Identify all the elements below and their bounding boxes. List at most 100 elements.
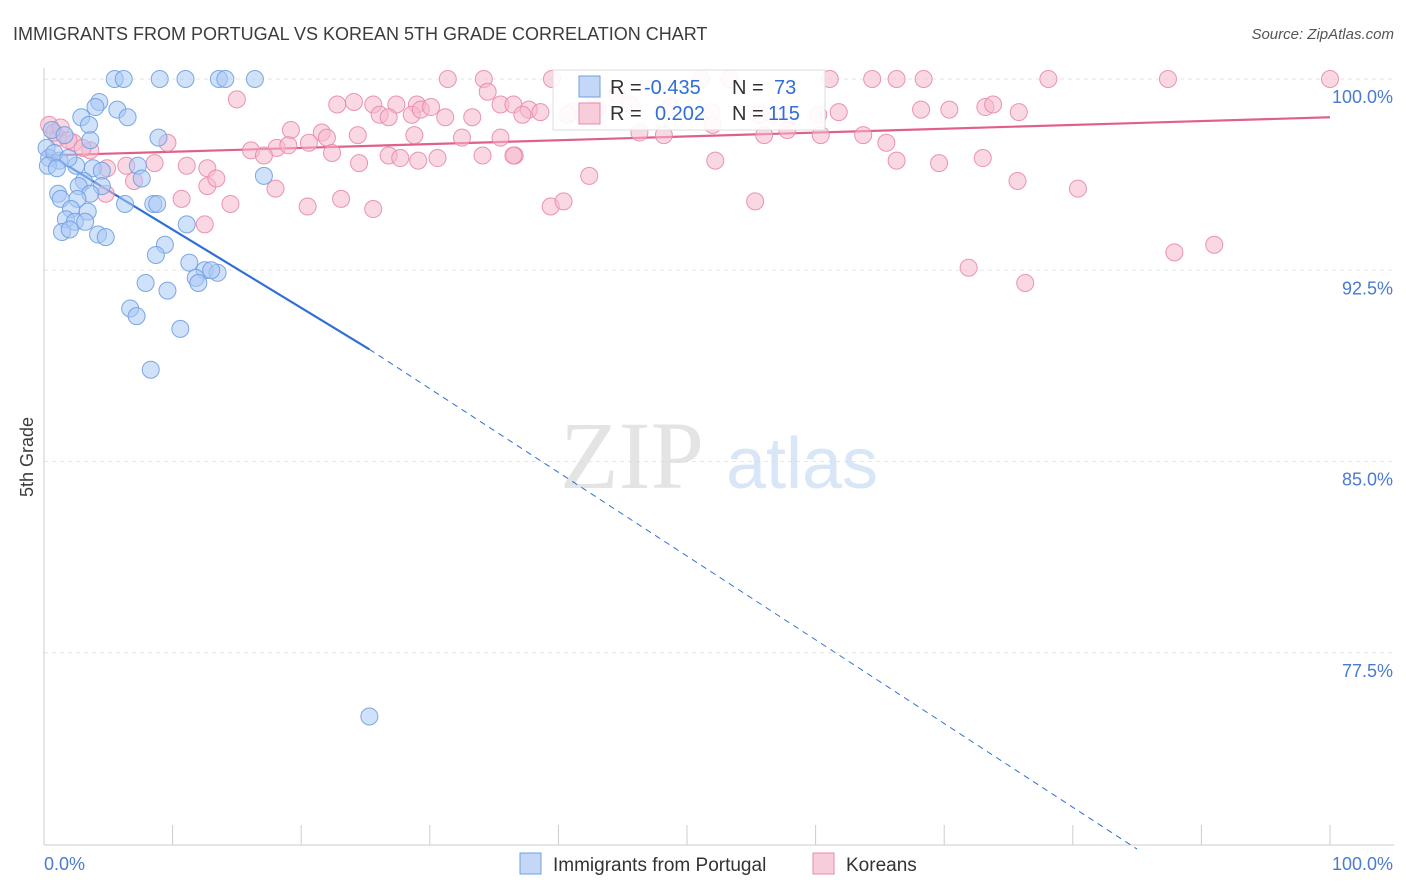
- data-point: [1165, 243, 1184, 262]
- data-point: [959, 258, 978, 277]
- data-point: [141, 360, 160, 379]
- data-point: [350, 154, 369, 173]
- legend-n-label: N =: [732, 103, 764, 125]
- legend-r-label: R =: [610, 77, 642, 99]
- data-point: [86, 98, 105, 117]
- data-point: [984, 95, 1003, 114]
- data-point: [221, 194, 240, 213]
- data-point: [227, 90, 246, 109]
- data-point: [344, 92, 363, 111]
- data-point: [1068, 179, 1087, 198]
- watermark-atlas: atlas: [726, 424, 878, 504]
- data-point: [513, 105, 532, 124]
- data-point: [438, 70, 457, 88]
- data-point: [478, 82, 497, 101]
- data-point: [1205, 235, 1224, 254]
- data-point: [132, 169, 151, 188]
- y-tick-labels: 100.0% 92.5% 85.0% 77.5%: [1332, 87, 1393, 681]
- data-point: [940, 100, 959, 119]
- data-point: [1039, 70, 1058, 88]
- data-point: [177, 215, 196, 234]
- y-tick-label: 85.0%: [1342, 470, 1393, 490]
- data-point: [973, 149, 992, 168]
- data-point: [863, 70, 882, 88]
- data-point: [328, 95, 347, 114]
- data-point: [1009, 103, 1028, 122]
- legend-swatch-blue: [578, 75, 601, 98]
- legend-swatch-portugal: [519, 852, 542, 875]
- data-point: [298, 197, 317, 216]
- data-point: [1016, 274, 1035, 292]
- data-point: [422, 98, 441, 117]
- data-point: [323, 143, 342, 162]
- data-point: [47, 159, 66, 178]
- data-point: [531, 103, 550, 122]
- data-point: [912, 100, 931, 119]
- data-point: [127, 307, 146, 326]
- data-point: [279, 136, 298, 155]
- data-point: [150, 70, 169, 88]
- legend-n-value: 73: [774, 77, 796, 99]
- data-point: [409, 151, 428, 170]
- data-point: [930, 154, 949, 173]
- data-point: [81, 131, 100, 150]
- y-tick-label: 92.5%: [1342, 278, 1393, 298]
- portugal-trend-extension: [369, 348, 1138, 850]
- legend-swatch-pink: [578, 102, 601, 125]
- data-point: [452, 128, 471, 147]
- data-point: [391, 149, 410, 168]
- data-point: [491, 128, 510, 147]
- data-point: [1008, 172, 1027, 190]
- data-point: [202, 261, 221, 280]
- data-point: [216, 70, 235, 88]
- data-point: [180, 253, 199, 272]
- data-point: [245, 70, 264, 88]
- data-point: [171, 319, 190, 338]
- legend-r-value: 0.202: [655, 103, 705, 125]
- data-point: [580, 166, 599, 185]
- data-point: [554, 192, 573, 211]
- data-point: [266, 179, 285, 198]
- data-point: [436, 108, 455, 127]
- data-point: [59, 149, 78, 168]
- data-point: [96, 228, 115, 247]
- data-point: [473, 146, 492, 165]
- legend-label-koreans: Koreans: [846, 855, 917, 876]
- legend-r-value: -0.435: [644, 77, 701, 99]
- legend-swatch-koreans: [812, 852, 835, 875]
- data-point: [332, 189, 351, 208]
- axes: [43, 68, 1394, 846]
- data-point: [55, 126, 74, 145]
- data-point: [116, 194, 135, 213]
- data-point: [80, 115, 99, 134]
- data-point: [854, 126, 873, 145]
- legend-label-portugal: Immigrants from Portugal: [553, 855, 766, 876]
- data-point: [504, 146, 523, 165]
- data-point: [379, 108, 398, 127]
- data-point: [887, 151, 906, 170]
- legend-n-label: N =: [732, 77, 764, 99]
- data-point: [76, 212, 95, 231]
- data-point: [148, 194, 167, 213]
- data-point: [149, 128, 168, 147]
- data-point: [348, 126, 367, 145]
- data-point: [281, 121, 300, 139]
- series-legend: Immigrants from Portugal Koreans: [519, 852, 917, 876]
- data-point: [114, 70, 133, 88]
- chart-title: IMMIGRANTS FROM PORTUGAL VS KOREAN 5TH G…: [13, 24, 707, 44]
- watermark-zip: ZIP: [560, 402, 704, 509]
- portugal-points: [37, 70, 379, 726]
- data-point: [887, 70, 906, 88]
- legend-r-label: R =: [610, 103, 642, 125]
- data-point: [914, 70, 933, 88]
- data-point: [1158, 70, 1177, 88]
- data-point: [158, 281, 177, 300]
- data-point: [189, 274, 208, 292]
- watermark: ZIP atlas: [560, 402, 878, 509]
- y-axis-label: 5th Grade: [17, 417, 37, 497]
- data-point: [172, 189, 191, 208]
- x-tick-label-max: 100.0%: [1332, 854, 1393, 874]
- legend-n-value: 115: [768, 103, 800, 125]
- y-tick-label: 77.5%: [1342, 661, 1393, 681]
